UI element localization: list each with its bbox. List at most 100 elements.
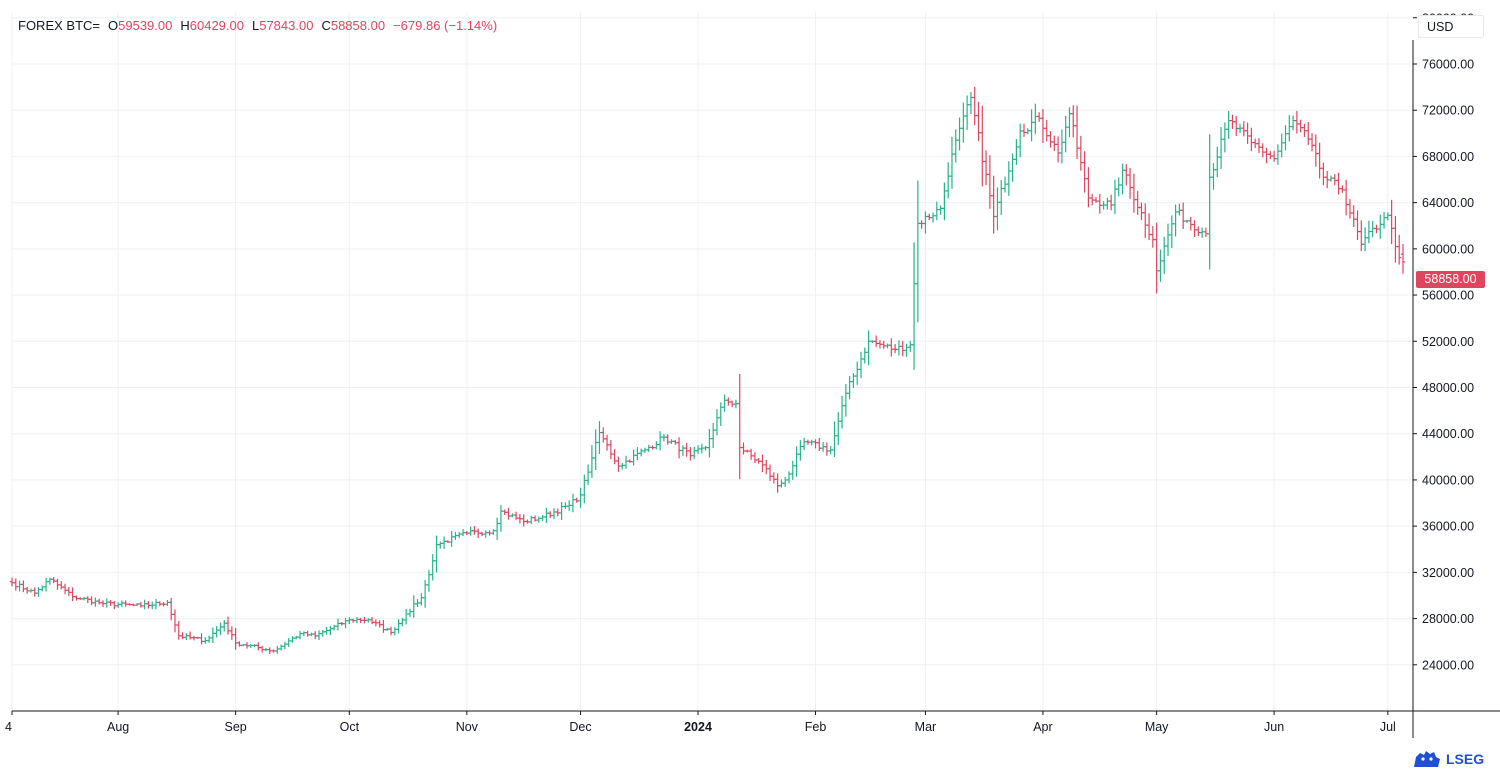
ohlc-bar xyxy=(1143,203,1148,238)
ohlc-bar xyxy=(305,630,310,637)
ohlc-bar xyxy=(608,440,614,460)
ohlc-bar xyxy=(411,595,416,618)
ohlc-bar xyxy=(453,532,458,540)
ohlc-bar xyxy=(665,434,670,445)
ohlc-bar xyxy=(74,595,79,601)
ohlc-bar xyxy=(1063,115,1068,153)
ohlc-bar xyxy=(1199,227,1205,238)
ohlc-bar xyxy=(529,515,534,524)
ohlc-bar xyxy=(176,620,181,640)
ohlc-bar xyxy=(506,507,511,520)
ohlc-bar xyxy=(824,442,830,456)
ohlc-bar xyxy=(536,516,542,523)
ohlc-bar xyxy=(362,617,367,624)
ohlc-bar xyxy=(1298,119,1303,133)
ohlc-bar xyxy=(1397,234,1402,265)
ohlc-bar xyxy=(638,448,644,457)
ohlc-bar xyxy=(930,212,936,223)
ohlc-bar xyxy=(1139,202,1144,221)
ohlc-bar xyxy=(790,460,795,480)
ohlc-bar xyxy=(1067,107,1072,138)
ohlc-bar xyxy=(1184,219,1190,224)
ohlc-bar xyxy=(434,535,439,573)
ohlc-bar xyxy=(161,602,166,607)
ohlc-bar xyxy=(574,497,579,503)
ohlc-bar xyxy=(1241,121,1247,137)
ohlc-bar xyxy=(1249,127,1254,152)
ohlc-bar xyxy=(548,511,553,519)
ohlc-bar xyxy=(468,526,473,536)
ohlc-bar xyxy=(775,473,780,493)
ohlc-bar xyxy=(832,421,837,457)
ohlc-bar xyxy=(1324,171,1330,189)
ohlc-bar xyxy=(817,437,822,451)
ohlc-bar xyxy=(1097,194,1102,214)
ohlc-bar xyxy=(1230,114,1235,129)
ohlc-bar xyxy=(767,464,773,481)
ohlc-bar xyxy=(218,622,223,636)
ohlc-bar xyxy=(904,343,909,357)
ohlc-bar xyxy=(1120,163,1125,195)
ohlc-bar xyxy=(748,448,754,460)
ohlc-bar xyxy=(654,441,659,450)
ohlc-bar xyxy=(1385,212,1391,221)
ohlc-bar xyxy=(692,446,697,460)
ohlc-bar xyxy=(498,505,504,532)
ohlc-bar xyxy=(1192,220,1197,238)
brand-logo: LSEG xyxy=(1412,749,1484,769)
ohlc-bar xyxy=(983,150,989,186)
ohlc-bar xyxy=(1283,125,1288,151)
ohlc-bar xyxy=(1052,135,1057,152)
y-tick-label: 52000.00 xyxy=(1422,335,1474,349)
y-tick-label: 44000.00 xyxy=(1422,427,1474,441)
ohlc-bar xyxy=(1002,176,1008,193)
ohlc-bar xyxy=(195,636,200,639)
ohlc-bar xyxy=(487,530,492,536)
x-tick-label: Feb xyxy=(805,720,827,734)
ohlc-bar xyxy=(256,642,261,651)
ohlc-bar xyxy=(703,445,708,451)
ohlc-bar xyxy=(771,472,777,484)
ohlc-bar xyxy=(934,201,940,221)
ohlc-bar xyxy=(566,500,572,511)
ohlc-bar xyxy=(900,340,905,357)
ohlc-bar xyxy=(241,644,246,647)
ohlc-bar xyxy=(55,578,60,590)
ohlc-bar xyxy=(676,437,682,459)
ohlc-bar xyxy=(328,625,333,636)
ohlc-bar xyxy=(17,580,22,592)
ohlc-bar xyxy=(96,598,102,605)
ohlc-bar xyxy=(354,616,360,624)
ohlc-bar xyxy=(1036,112,1042,122)
ohlc-bar xyxy=(870,340,875,344)
ohlc-bar xyxy=(623,455,629,469)
ohlc-bar xyxy=(642,447,648,453)
ohlc-bar xyxy=(153,598,159,610)
ohlc-bar xyxy=(589,445,595,478)
ohlc-bar xyxy=(494,517,500,540)
ohlc-bar xyxy=(1400,243,1406,274)
ohlc-bar xyxy=(726,397,731,406)
ohlc-bar xyxy=(684,442,689,457)
ohlc-bar xyxy=(1290,115,1296,131)
ohlc-bar xyxy=(1309,133,1315,152)
ohlc-bar xyxy=(1059,129,1065,164)
ohlc-bar xyxy=(229,626,235,640)
ohlc-bar xyxy=(1340,185,1345,193)
ohlc-bar xyxy=(1336,172,1341,195)
ohlc-bar xyxy=(585,464,591,485)
ohlc-bar xyxy=(403,608,409,625)
ohlc-bar xyxy=(1287,115,1292,142)
ohlc-bar xyxy=(737,373,742,480)
ohlc-bar xyxy=(718,402,723,426)
ohlc-bar xyxy=(21,580,26,593)
ohlc-bar xyxy=(995,187,1000,231)
ohlc-bar xyxy=(1332,174,1337,186)
ohlc-bar xyxy=(525,519,530,524)
currency-button[interactable]: USD xyxy=(1418,15,1484,38)
ohlc-bar xyxy=(620,463,625,470)
ohlc-bar xyxy=(1006,161,1012,196)
ohlc-bar xyxy=(150,601,155,610)
x-tick-label: Nov xyxy=(456,720,479,734)
ohlc-bar xyxy=(206,635,212,643)
